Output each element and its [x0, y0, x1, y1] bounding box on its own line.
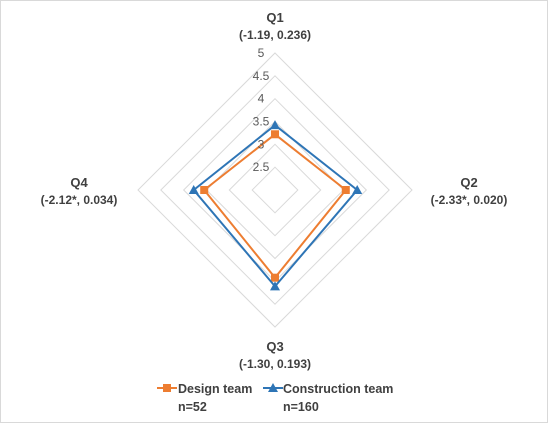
legend-n-construction-team: n=160: [283, 400, 319, 414]
legend-item-construction-team: Construction team n=160: [263, 382, 393, 414]
tick-label-4-5: 4.5: [253, 69, 270, 83]
tick-label-4: 4: [258, 92, 265, 106]
data-point-design-team-q3: [271, 273, 279, 282]
data-point-design-team-q4: [200, 186, 209, 194]
legend: Design team n=52 Construction team n=160: [157, 382, 393, 414]
tick-label-3-5: 3.5: [253, 115, 270, 129]
category-stat-q1: (-1.19, 0.236): [239, 28, 311, 42]
tick-label-2-5: 2.5: [253, 160, 270, 174]
ticks-layer: 2.5 3 3.5 4 4.5 5: [253, 46, 270, 174]
legend-label-construction-team: Construction team: [283, 382, 393, 396]
data-point-construction-team-q1: [270, 120, 280, 130]
data-point-design-team-q1: [271, 130, 279, 139]
data-point-construction-team-q3: [270, 281, 280, 291]
legend-marker-construction-team: [268, 383, 278, 392]
category-stat-q2: (-2.33*, 0.020): [431, 193, 508, 207]
data-point-construction-team-q4: [188, 185, 199, 194]
category-label-q1: Q1: [266, 10, 283, 25]
grid-ring-3: [228, 143, 322, 237]
legend-marker-design-team: [163, 384, 171, 392]
legend-label-design-team: Design team: [178, 382, 252, 396]
grid-ring-5: [137, 52, 413, 328]
tick-label-3: 3: [258, 137, 265, 151]
series-layer: [188, 120, 363, 291]
grid-layer: [137, 52, 413, 328]
legend-n-design-team: n=52: [178, 400, 207, 414]
data-point-construction-team-q2: [352, 185, 363, 194]
legend-item-design-team: Design team n=52: [157, 382, 252, 414]
grid-ring-3-5: [205, 120, 345, 260]
category-label-q4: Q4: [70, 175, 88, 190]
grid-ring-4-5: [160, 75, 390, 305]
grid-ring-2-5: [251, 166, 299, 214]
category-label-q2: Q2: [460, 175, 477, 190]
category-label-q3: Q3: [266, 339, 283, 354]
tick-label-5: 5: [258, 46, 265, 60]
series-line-design-team: [202, 133, 348, 280]
category-stat-q3: (-1.30, 0.193): [239, 357, 311, 371]
category-stat-q4: (-2.12*, 0.034): [41, 193, 118, 207]
data-point-design-team-q2: [341, 186, 350, 194]
